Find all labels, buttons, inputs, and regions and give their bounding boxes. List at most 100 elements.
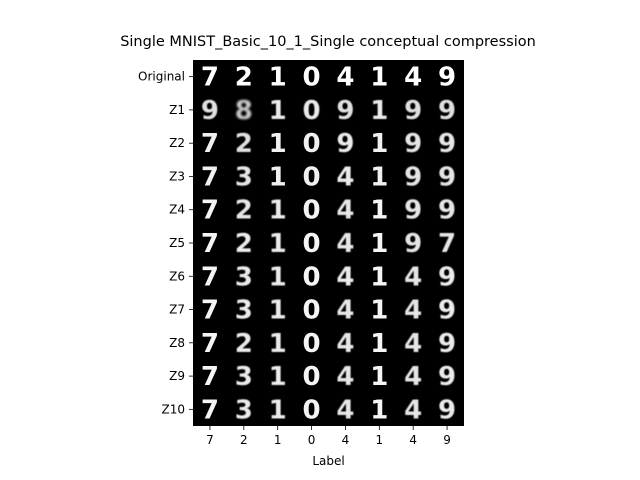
digit-cell: 1 bbox=[370, 395, 388, 425]
y-tick-label: Z2 bbox=[169, 136, 185, 150]
digit-cell: 0 bbox=[303, 196, 321, 226]
digit-cell: 4 bbox=[404, 395, 422, 425]
digit-cell: 9 bbox=[438, 63, 456, 93]
y-tick-label: Original bbox=[138, 70, 185, 84]
digit-cell: 9 bbox=[438, 96, 456, 126]
digit-cell: 4 bbox=[404, 262, 422, 292]
x-tick-label: 4 bbox=[342, 433, 350, 447]
digit-cell: 9 bbox=[336, 129, 354, 159]
digit-cell: 9 bbox=[438, 129, 456, 159]
digit-cell: 1 bbox=[370, 329, 388, 359]
digit-cell: 9 bbox=[438, 296, 456, 326]
digit-cell: 3 bbox=[235, 162, 253, 192]
digit-cell: 0 bbox=[303, 395, 321, 425]
image-grid-background bbox=[193, 60, 464, 426]
y-tick-label: Z6 bbox=[169, 269, 185, 283]
digit-cell: 9 bbox=[438, 362, 456, 392]
digit-cell: 1 bbox=[269, 229, 287, 259]
y-tick-label: Z7 bbox=[169, 303, 185, 317]
digit-cell: 7 bbox=[201, 162, 219, 192]
digit-cell: 9 bbox=[438, 395, 456, 425]
digit-cell: 0 bbox=[303, 362, 321, 392]
digit-cell: 4 bbox=[336, 63, 354, 93]
digit-cell: 4 bbox=[336, 362, 354, 392]
digit-cell: 2 bbox=[235, 229, 253, 259]
digit-cell: 4 bbox=[336, 262, 354, 292]
digit-cell: 4 bbox=[336, 162, 354, 192]
digit-cell: 1 bbox=[269, 129, 287, 159]
digit-cell: 4 bbox=[404, 362, 422, 392]
digit-cell: 3 bbox=[235, 262, 253, 292]
digit-cell: 7 bbox=[201, 395, 219, 425]
y-tick-label: Z5 bbox=[169, 236, 185, 250]
digit-cell: 1 bbox=[269, 96, 287, 126]
digit-cell: 1 bbox=[269, 63, 287, 93]
x-tick-label: 2 bbox=[240, 433, 248, 447]
digit-cell: 1 bbox=[370, 262, 388, 292]
digit-cell: 9 bbox=[404, 129, 422, 159]
digit-cells: 7 2 1 0 4 1 4 99 8 1 0 9 1 9 97 2 1 0 9 1 9 97 3 1 0 4 1 9 97 2 1 0 4 1 9 9… bbox=[201, 63, 456, 426]
y-tick-labels: Original Z1 Z2 Z3 Z4 Z5 Z6 Z7 Z8 Z9 Z10 bbox=[138, 70, 193, 416]
digit-cell: 7 bbox=[201, 262, 219, 292]
digit-cell: 1 bbox=[370, 296, 388, 326]
digit-cell: 2 bbox=[235, 63, 253, 93]
x-tick-label: 4 bbox=[409, 433, 417, 447]
digit-cell: 0 bbox=[303, 229, 321, 259]
x-tick-label: 1 bbox=[375, 433, 383, 447]
digit-cell: 9 bbox=[404, 96, 422, 126]
digit-cell: 3 bbox=[235, 362, 253, 392]
x-tick-label: 1 bbox=[274, 433, 282, 447]
digit-cell: 0 bbox=[303, 63, 321, 93]
y-tick-label: Z1 bbox=[169, 103, 185, 117]
y-tick-label: Z3 bbox=[169, 169, 185, 183]
digit-cell: 0 bbox=[303, 296, 321, 326]
digit-cell: 2 bbox=[235, 129, 253, 159]
digit-cell: 9 bbox=[404, 229, 422, 259]
digit-cell: 1 bbox=[370, 63, 388, 93]
digit-cell: 1 bbox=[370, 196, 388, 226]
digit-cell: 9 bbox=[438, 162, 456, 192]
y-tick-label: Z10 bbox=[162, 402, 186, 416]
x-axis-label: Label bbox=[312, 454, 345, 468]
digit-cell: 4 bbox=[336, 196, 354, 226]
digit-cell: 0 bbox=[303, 96, 321, 126]
digit-cell: 2 bbox=[235, 196, 253, 226]
digit-cell: 1 bbox=[370, 96, 388, 126]
digit-cell: 4 bbox=[336, 395, 354, 425]
digit-cell: 4 bbox=[404, 63, 422, 93]
y-tick-label: Z8 bbox=[169, 336, 185, 350]
digit-cell: 3 bbox=[235, 395, 253, 425]
digit-cell: 4 bbox=[336, 296, 354, 326]
digit-cell: 1 bbox=[269, 162, 287, 192]
digit-cell: 4 bbox=[336, 229, 354, 259]
chart-title: Single MNIST_Basic_10_1_Single conceptua… bbox=[120, 34, 536, 50]
digit-cell: 1 bbox=[269, 395, 287, 425]
digit-cell: 0 bbox=[303, 162, 321, 192]
digit-cell: 9 bbox=[336, 96, 354, 126]
digit-cell: 9 bbox=[438, 329, 456, 359]
digit-cell: 7 bbox=[201, 329, 219, 359]
digit-cell: 9 bbox=[404, 162, 422, 192]
digit-cell: 7 bbox=[201, 63, 219, 93]
digit-cell: 1 bbox=[370, 162, 388, 192]
digit-cell: 1 bbox=[370, 362, 388, 392]
digit-cell: 9 bbox=[201, 96, 219, 126]
digit-cell: 4 bbox=[404, 329, 422, 359]
digit-cell: 8 bbox=[235, 96, 253, 126]
y-tick-label: Z9 bbox=[169, 369, 185, 383]
x-tick-label: 9 bbox=[443, 433, 451, 447]
digit-cell: 4 bbox=[336, 329, 354, 359]
digit-cell: 4 bbox=[404, 296, 422, 326]
digit-cell: 0 bbox=[303, 329, 321, 359]
digit-cell: 9 bbox=[438, 262, 456, 292]
digit-cell: 0 bbox=[303, 129, 321, 159]
digit-cell: 1 bbox=[269, 296, 287, 326]
digit-cell: 7 bbox=[201, 362, 219, 392]
x-tick-label: 7 bbox=[206, 433, 214, 447]
x-tick-labels: 7 2 1 0 4 1 4 9 bbox=[206, 426, 451, 447]
digit-cell: 1 bbox=[370, 229, 388, 259]
y-tick-label: Z4 bbox=[169, 203, 185, 217]
digit-cell: 7 bbox=[201, 129, 219, 159]
